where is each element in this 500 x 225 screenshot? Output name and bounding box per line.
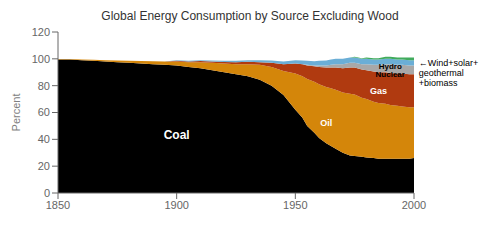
svg-text:←Wind+solar+geothermal+biomass: ←Wind+solar+geothermal+biomass [419,59,479,89]
svg-text:0: 0 [44,187,50,199]
svg-text:Percent: Percent [10,94,22,132]
svg-text:Nuclear: Nuclear [376,69,405,78]
svg-text:Gas: Gas [370,86,387,96]
svg-text:1850: 1850 [46,199,70,211]
svg-text:20: 20 [38,160,50,172]
svg-text:1900: 1900 [164,199,188,211]
svg-text:80: 80 [38,80,50,92]
svg-text:Oil: Oil [320,118,332,128]
svg-text:Coal: Coal [164,128,190,142]
svg-text:Hydro: Hydro [379,61,402,70]
svg-text:60: 60 [38,106,50,118]
svg-text:100: 100 [32,53,50,65]
svg-text:40: 40 [38,133,50,145]
svg-text:2000: 2000 [402,199,426,211]
svg-text:1950: 1950 [283,199,307,211]
html-text:Global Energy Consumption by S: Global Energy Consumption by Source Excl… [101,9,399,23]
svg-text:120: 120 [32,26,50,38]
